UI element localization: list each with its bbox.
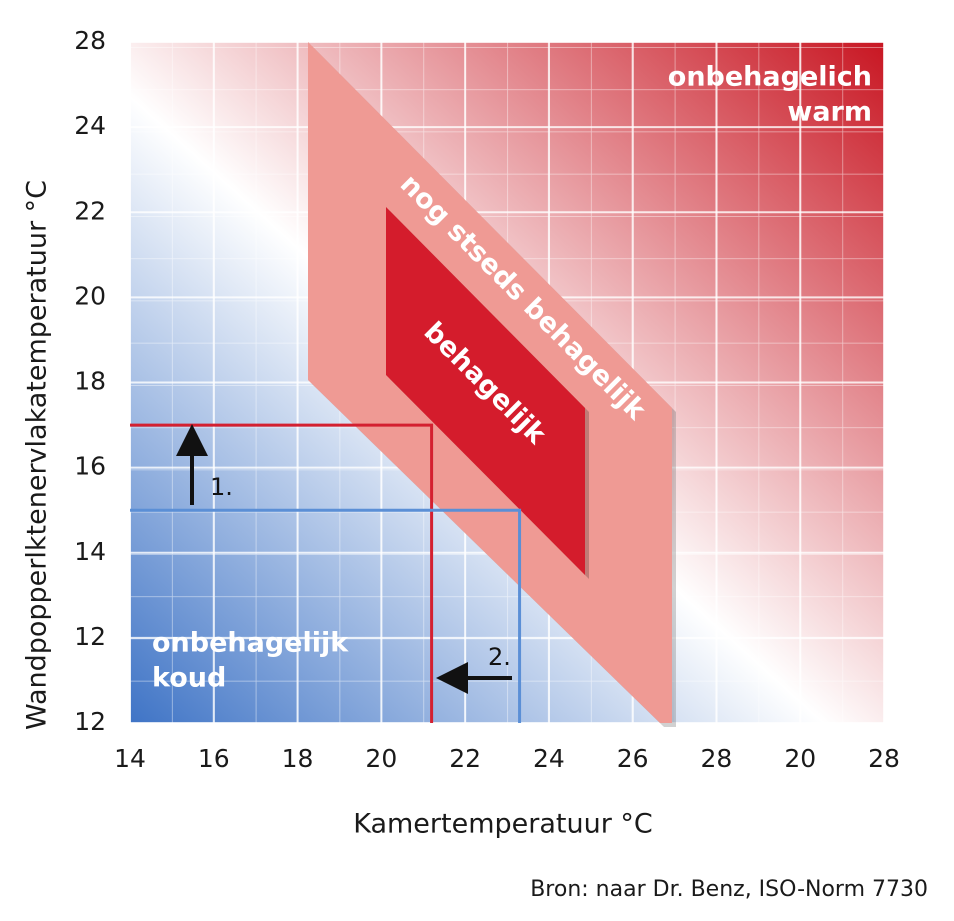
step-label: 2. xyxy=(488,643,511,671)
comfort-core xyxy=(386,207,585,575)
x-tick-label: 18 xyxy=(282,744,314,773)
y-tick-label: 28 xyxy=(74,26,106,55)
warm-label: onbehagelich xyxy=(668,62,872,93)
x-axis-label: Kamertemperatuur °C xyxy=(353,809,653,840)
y-tick-label: 16 xyxy=(74,452,106,481)
x-tick-label: 24 xyxy=(533,744,565,773)
y-tick-label: 20 xyxy=(74,281,106,310)
x-tick-label: 28 xyxy=(701,744,733,773)
y-axis-label: Wandpopperlktenervlakatemperatuur °C xyxy=(22,180,53,730)
limit-line xyxy=(130,423,434,723)
cold-label: koud xyxy=(152,663,226,694)
x-tick-label: 26 xyxy=(617,744,649,773)
source: Bron: naar Dr. Benz, ISO-Norm 7730 xyxy=(530,877,928,902)
step-label: 1. xyxy=(210,473,233,501)
y-tick-label: 12 xyxy=(74,622,106,651)
limit-line xyxy=(130,508,522,723)
y-tick-label: 24 xyxy=(74,111,106,140)
y-tick-label: 22 xyxy=(74,196,106,225)
x-tick-label: 14 xyxy=(114,744,146,773)
warm-label: warm xyxy=(787,97,872,128)
cold-label: onbehagelijk xyxy=(152,628,349,659)
x-tick-label: 28 xyxy=(868,744,900,773)
x-tick-label: 20 xyxy=(365,744,397,773)
x-tick-label: 20 xyxy=(784,744,816,773)
x-tick-label: 16 xyxy=(198,744,230,773)
y-tick-label: 14 xyxy=(74,537,106,566)
y-tick-label: 18 xyxy=(74,367,106,396)
y-tick-label: 12 xyxy=(74,707,106,736)
x-tick-label: 22 xyxy=(449,744,481,773)
